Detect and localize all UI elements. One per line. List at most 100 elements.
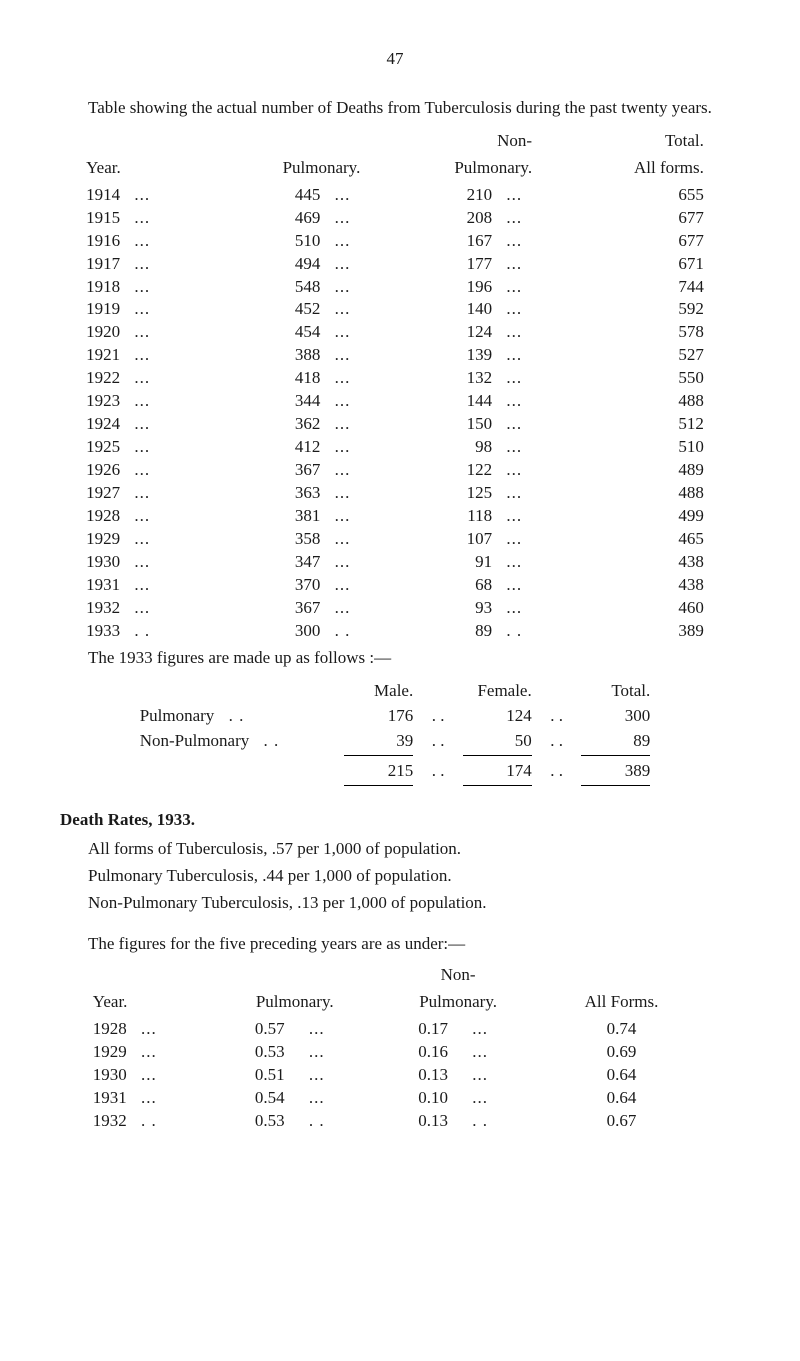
cell-nonpulmonary: 0.13 ... <box>376 1064 539 1087</box>
cell-pulmonary: 452 ... <box>209 298 366 321</box>
cell-nonpulmonary: 118 ... <box>366 505 538 528</box>
breakdown-table: Male. Female. Total. Pulmonary . .176. .… <box>134 679 657 789</box>
cell-pulmonary: 412 ... <box>209 436 366 459</box>
table-row: 1924 ...362 ...150 ...512 <box>80 413 710 436</box>
col-pulmonary: Pulmonary. <box>209 157 366 184</box>
cell-allforms: 0.74 <box>540 1018 703 1041</box>
cell-pulmonary: 0.57 ... <box>213 1018 376 1041</box>
cell-nonpulmonary: 150 ... <box>366 413 538 436</box>
cell-total: 592 <box>538 298 710 321</box>
follows-line: The 1933 figures are made up as follows … <box>60 647 730 670</box>
cell-year: 1919 ... <box>80 298 209 321</box>
preceding-intro: The figures for the five preceding years… <box>60 933 730 956</box>
table-row: 1923 ...344 ...144 ...488 <box>80 390 710 413</box>
cell-year: 1924 ... <box>80 413 209 436</box>
cell-year: 1914 ... <box>80 184 209 207</box>
cell-total: 510 <box>538 436 710 459</box>
death-rates-heading: Death Rates, 1933. <box>60 809 730 832</box>
cell-nonpulmonary: 140 ... <box>366 298 538 321</box>
death-rates-p2: Pulmonary Tuberculosis, .44 per 1,000 of… <box>60 865 730 888</box>
cell-nonpulmonary: 210 ... <box>366 184 538 207</box>
totals-row: 215. .174. .389 <box>134 759 657 784</box>
cell-male: 39 <box>338 729 419 754</box>
cell-total: 488 <box>538 390 710 413</box>
table-row: 1928 ...0.57 ...0.17 ...0.74 <box>87 1018 703 1041</box>
cell-year: 1920 ... <box>80 321 209 344</box>
total-all: 389 <box>575 759 656 784</box>
cell-year: 1918 ... <box>80 276 209 299</box>
table-row: 1930 ...0.51 ...0.13 ...0.64 <box>87 1064 703 1087</box>
cell-total: 655 <box>538 184 710 207</box>
cell-total: 389 <box>538 620 710 643</box>
cell-female: 50 <box>457 729 538 754</box>
cell-year: 1930 ... <box>87 1064 213 1087</box>
cell-total: 460 <box>538 597 710 620</box>
cell-pulmonary: 0.54 ... <box>213 1087 376 1110</box>
cell-total: 489 <box>538 459 710 482</box>
cell-total: 677 <box>538 207 710 230</box>
cell-year: 1917 ... <box>80 253 209 276</box>
cell-total: 671 <box>538 253 710 276</box>
cell-year: 1932 . . <box>87 1110 213 1133</box>
table-row: 1926 ...367 ...122 ...489 <box>80 459 710 482</box>
sep: . . <box>538 729 576 754</box>
cell-total: 512 <box>538 413 710 436</box>
page-number: 47 <box>60 48 730 71</box>
deaths-table: Non- Total. Year. Pulmonary. Pulmonary. … <box>80 130 710 643</box>
cell-nonpulmonary: 107 ... <box>366 528 538 551</box>
col-non-l1: Non- <box>366 130 538 157</box>
cell-pulmonary: 347 ... <box>209 551 366 574</box>
col-total-l2: All forms. <box>538 157 710 184</box>
table-row: Pulmonary . .176. .124. .300 <box>134 704 657 729</box>
intro-paragraph: Table showing the actual number of Death… <box>60 97 730 120</box>
cell-total: 677 <box>538 230 710 253</box>
table-row: 1932 . .0.53 . .0.13 . .0.67 <box>87 1110 703 1133</box>
cell-pulmonary: 367 ... <box>209 597 366 620</box>
cell-pulmonary: 388 ... <box>209 344 366 367</box>
cell-pulmonary: 418 ... <box>209 367 366 390</box>
cell-year: 1928 ... <box>87 1018 213 1041</box>
cell-pulmonary: 300 . . <box>209 620 366 643</box>
cell-pulmonary: 370 ... <box>209 574 366 597</box>
cell-nonpulmonary: 132 ... <box>366 367 538 390</box>
cell-pulmonary: 0.53 ... <box>213 1041 376 1064</box>
cell-pulmonary: 445 ... <box>209 184 366 207</box>
col-total-l1: Total. <box>538 130 710 157</box>
cell-pulmonary: 510 ... <box>209 230 366 253</box>
table-row: 1933 . .300 . .89 . .389 <box>80 620 710 643</box>
sep: . . <box>419 729 457 754</box>
table-row: 1928 ...381 ...118 ...499 <box>80 505 710 528</box>
cell-pulmonary: 344 ... <box>209 390 366 413</box>
cell-nonpulmonary: 208 ... <box>366 207 538 230</box>
cell-year: 1929 ... <box>87 1041 213 1064</box>
cell-pulmonary: 494 ... <box>209 253 366 276</box>
cell-pulmonary: 367 ... <box>209 459 366 482</box>
table-row: Non-Pulmonary . .39. .50. .89 <box>134 729 657 754</box>
cell-allforms: 0.64 <box>540 1064 703 1087</box>
cell-total: 438 <box>538 551 710 574</box>
col3-year: Year. <box>87 991 213 1018</box>
table-row: 1920 ...454 ...124 ...578 <box>80 321 710 344</box>
cell-year: 1925 ... <box>80 436 209 459</box>
table-row: 1919 ...452 ...140 ...592 <box>80 298 710 321</box>
sep: . . <box>538 704 576 729</box>
cell-label: Pulmonary . . <box>134 704 339 729</box>
cell-year: 1931 ... <box>87 1087 213 1110</box>
cell-year: 1916 ... <box>80 230 209 253</box>
cell-year: 1922 ... <box>80 367 209 390</box>
cell-total: 527 <box>538 344 710 367</box>
cell-total: 550 <box>538 367 710 390</box>
cell-nonpulmonary: 124 ... <box>366 321 538 344</box>
cell-nonpulmonary: 0.16 ... <box>376 1041 539 1064</box>
cell-pulmonary: 548 ... <box>209 276 366 299</box>
cell-nonpulmonary: 177 ... <box>366 253 538 276</box>
cell-year: 1915 ... <box>80 207 209 230</box>
total-male: 215 <box>338 759 419 784</box>
col-female: Female. <box>457 679 538 704</box>
cell-nonpulmonary: 0.17 ... <box>376 1018 539 1041</box>
cell-nonpulmonary: 139 ... <box>366 344 538 367</box>
cell-total: 438 <box>538 574 710 597</box>
cell-total: 89 <box>575 729 656 754</box>
table-row: 1929 ...0.53 ...0.16 ...0.69 <box>87 1041 703 1064</box>
rates-table: Non- Year. Pulmonary. Pulmonary. All For… <box>87 964 703 1133</box>
